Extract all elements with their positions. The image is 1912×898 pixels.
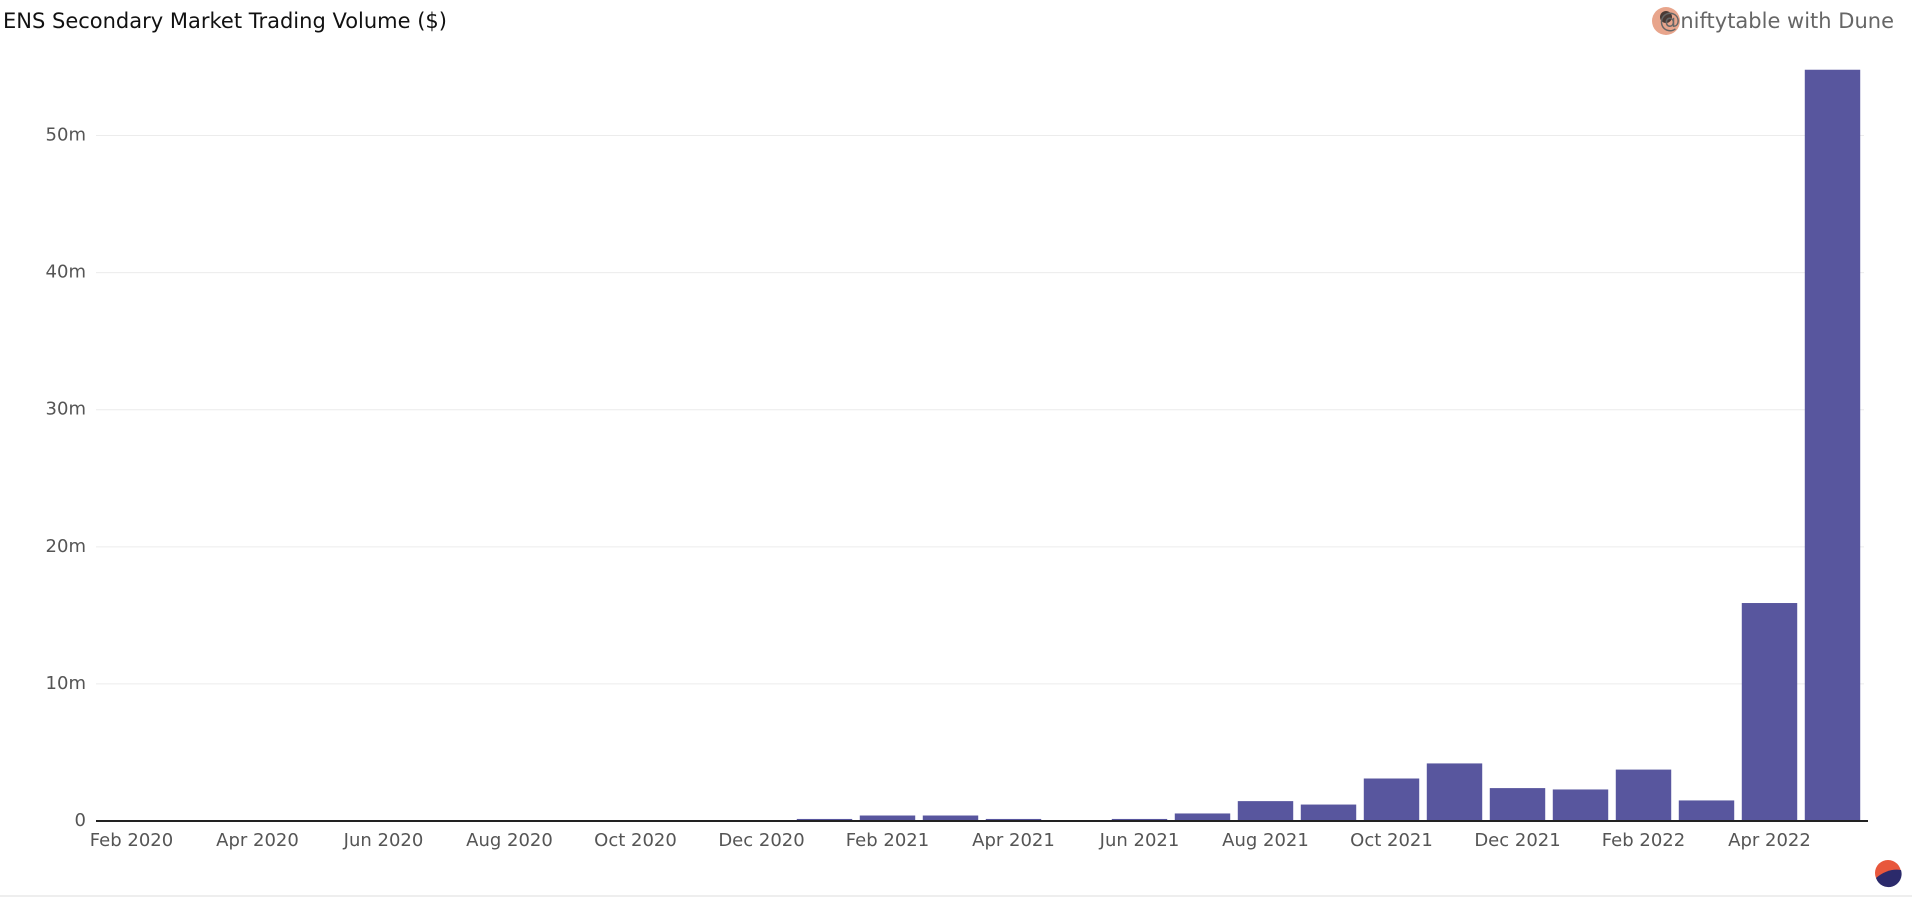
bar [922, 815, 979, 821]
bar [1804, 69, 1861, 821]
bar [1489, 788, 1546, 821]
y-tick-label: 0 [75, 810, 86, 831]
x-tick-label: Apr 2022 [1728, 830, 1811, 851]
bar [1174, 813, 1231, 821]
bar [1363, 778, 1420, 821]
bar [1300, 804, 1357, 821]
x-tick-label: Oct 2020 [594, 830, 677, 851]
x-tick-label: Apr 2021 [972, 830, 1055, 851]
y-tick-label: 40m [46, 262, 86, 283]
x-tick-label: Aug 2021 [1222, 830, 1309, 851]
x-tick-label: Feb 2020 [90, 830, 173, 851]
bar [1426, 763, 1483, 821]
chart-title: ENS Secondary Market Trading Volume ($) [3, 9, 447, 33]
y-tick-label: 10m [46, 673, 86, 694]
x-tick-label: Aug 2020 [466, 830, 553, 851]
x-tick-label: Jun 2021 [1099, 830, 1180, 851]
y-tick-label: 30m [46, 399, 86, 420]
avatar-head [1660, 11, 1672, 23]
bar [985, 818, 1042, 821]
x-tick-label: Apr 2020 [216, 830, 299, 851]
x-tick-label: Dec 2021 [1474, 830, 1560, 851]
bar [796, 818, 853, 821]
bar [859, 815, 916, 821]
bar [1741, 603, 1798, 821]
bar [1552, 789, 1609, 821]
dune-logo-part [1876, 869, 1902, 888]
bar [1111, 818, 1168, 821]
x-tick-label: Jun 2020 [343, 830, 424, 851]
bar [1615, 769, 1672, 821]
attribution: @niftytable with Dune [1659, 9, 1894, 33]
y-tick-label: 20m [46, 536, 86, 557]
bar [1237, 801, 1294, 821]
x-tick-label: Oct 2021 [1350, 830, 1433, 851]
x-tick-label: Dec 2020 [718, 830, 804, 851]
x-tick-label: Feb 2022 [1602, 830, 1685, 851]
x-tick-label: Feb 2021 [846, 830, 929, 851]
y-tick-label: 50m [46, 125, 86, 146]
bar [1678, 800, 1735, 821]
